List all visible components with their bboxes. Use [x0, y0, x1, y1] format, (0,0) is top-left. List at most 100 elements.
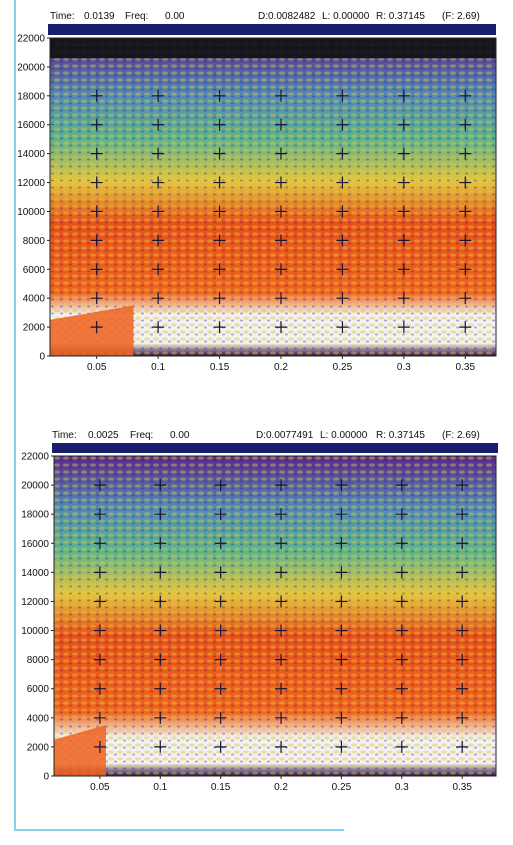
- crosshair-marker: [456, 537, 469, 550]
- y-tick-label: 6000: [27, 684, 50, 695]
- crosshair-marker: [213, 263, 226, 276]
- title-bar-a: [48, 24, 496, 35]
- crosshair-marker: [395, 537, 408, 550]
- crosshair-marker: [152, 321, 165, 334]
- crosshair-marker: [335, 479, 348, 492]
- crosshair-marker: [275, 711, 288, 724]
- time-label-b: Time:: [52, 430, 77, 441]
- x-tick-label: 0.2: [274, 362, 288, 373]
- crosshair-marker: [274, 89, 287, 102]
- heatmap-texture-b: [54, 456, 496, 776]
- y-tick-label: 4000: [23, 294, 46, 305]
- crosshair-marker: [397, 118, 410, 131]
- y-tick-label: 10000: [21, 626, 49, 637]
- crosshair-marker: [275, 624, 288, 637]
- crosshair-marker: [274, 147, 287, 160]
- y-tick-label: 20000: [21, 481, 49, 492]
- crosshair-marker: [456, 595, 469, 608]
- crosshair-marker: [335, 682, 348, 695]
- r-readout-b: R: 0.37145: [376, 430, 425, 441]
- crosshair-marker: [154, 740, 167, 753]
- crosshair-marker: [335, 508, 348, 521]
- crosshair-marker: [336, 176, 349, 189]
- crosshair-marker: [335, 624, 348, 637]
- crosshair-marker: [397, 147, 410, 160]
- y-tick-label: 16000: [21, 539, 49, 550]
- crosshair-marker: [456, 682, 469, 695]
- crosshair-marker: [90, 147, 103, 160]
- crosshair-marker: [274, 176, 287, 189]
- crosshair-marker: [90, 292, 103, 305]
- crosshair-marker: [93, 537, 106, 550]
- crosshair-marker: [335, 566, 348, 579]
- crosshair-marker: [335, 740, 348, 753]
- r-readout-a: R: 0.37145: [376, 11, 425, 22]
- y-tick-label: 2000: [27, 742, 50, 753]
- x-tick-label: 0.2: [274, 782, 288, 793]
- crosshair-marker: [154, 508, 167, 521]
- freq-label-a: Freq:: [125, 11, 148, 22]
- crosshair-marker: [213, 292, 226, 305]
- crosshair-marker: [214, 595, 227, 608]
- crosshair-marker: [152, 176, 165, 189]
- spectrogram-panel-b: Time: 0.0025 Freq: 0.00 D:0.0077491 L: 0…: [21, 430, 498, 793]
- crosshair-marker: [459, 147, 472, 160]
- y-tick-label: 0: [43, 772, 49, 783]
- y-tick-label: 8000: [23, 236, 46, 247]
- crosshair-marker: [154, 566, 167, 579]
- crosshair-marker: [456, 653, 469, 666]
- crosshair-marker: [93, 624, 106, 637]
- x-tick-label: 0.3: [397, 362, 411, 373]
- y-tick-label: 18000: [17, 91, 45, 102]
- crosshair-marker: [93, 711, 106, 724]
- crosshair-marker: [459, 118, 472, 131]
- crosshair-marker: [336, 292, 349, 305]
- crosshair-marker: [154, 682, 167, 695]
- crosshair-marker: [93, 740, 106, 753]
- crosshair-marker: [459, 292, 472, 305]
- crosshair-marker: [456, 566, 469, 579]
- crosshair-marker: [275, 537, 288, 550]
- crosshair-marker: [459, 263, 472, 276]
- y-tick-label: 22000: [21, 452, 49, 463]
- time-value-b: 0.0025: [88, 430, 119, 441]
- crosshair-marker: [397, 292, 410, 305]
- l-readout-b: L: 0.00000: [320, 430, 368, 441]
- crosshair-marker: [397, 205, 410, 218]
- pre-onset-region-b: [54, 725, 106, 776]
- crosshair-marker: [335, 711, 348, 724]
- crosshair-marker: [335, 537, 348, 550]
- crosshair-marker: [395, 682, 408, 695]
- crosshair-marker: [335, 595, 348, 608]
- crosshair-marker: [336, 118, 349, 131]
- crosshair-marker: [154, 595, 167, 608]
- y-tick-label: 10000: [17, 207, 45, 218]
- crosshair-marker: [395, 508, 408, 521]
- crosshair-marker: [275, 653, 288, 666]
- l-readout-a: L: 0.00000: [322, 11, 370, 22]
- crosshair-marker: [275, 508, 288, 521]
- freq-value-a: 0.00: [165, 11, 185, 22]
- y-tick-label: 4000: [27, 713, 50, 724]
- crosshair-marker: [93, 508, 106, 521]
- plot-area-a: 0 2000 4000 6000 8000 10000 12000 14000 16000 180…: [17, 34, 497, 373]
- crosshair-marker: [154, 653, 167, 666]
- crosshair-marker: [275, 566, 288, 579]
- y-tick-label: 2000: [23, 323, 46, 334]
- crosshair-marker: [90, 205, 103, 218]
- crosshair-marker: [275, 595, 288, 608]
- crosshair-marker: [152, 118, 165, 131]
- crosshair-marker: [395, 566, 408, 579]
- crosshair-marker: [456, 508, 469, 521]
- crosshair-marker: [214, 566, 227, 579]
- crosshair-marker: [90, 321, 103, 334]
- top-dark-band-a: [50, 38, 496, 59]
- crosshair-marker: [213, 118, 226, 131]
- y-tick-label: 22000: [17, 34, 45, 45]
- crosshair-marker: [93, 566, 106, 579]
- page-border-left: [14, 0, 16, 830]
- x-tick-label: 0.3: [395, 782, 409, 793]
- crosshair-marker: [93, 595, 106, 608]
- crosshair-marker: [214, 624, 227, 637]
- crosshair-marker: [274, 292, 287, 305]
